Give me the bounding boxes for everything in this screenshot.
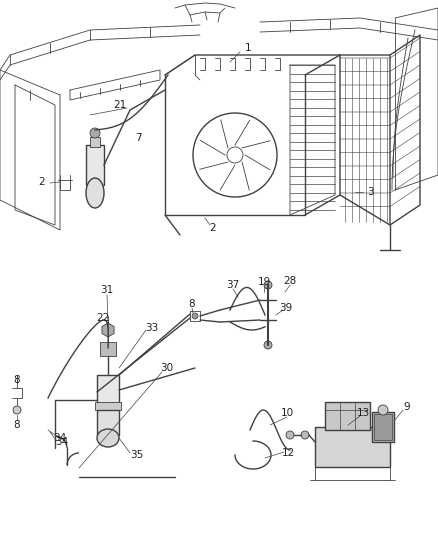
Ellipse shape xyxy=(97,429,119,447)
Text: 1: 1 xyxy=(245,43,251,53)
Text: 10: 10 xyxy=(280,408,293,418)
Circle shape xyxy=(286,431,294,439)
Text: 34: 34 xyxy=(53,433,67,443)
Text: 8: 8 xyxy=(14,420,20,430)
Bar xyxy=(100,342,116,356)
Text: 9: 9 xyxy=(404,402,410,412)
Text: 21: 21 xyxy=(113,100,127,110)
Text: 8: 8 xyxy=(189,299,195,309)
Circle shape xyxy=(264,341,272,349)
Text: 33: 33 xyxy=(145,323,159,333)
Text: 37: 37 xyxy=(226,280,240,290)
Circle shape xyxy=(13,406,21,414)
Bar xyxy=(97,410,119,435)
Text: 28: 28 xyxy=(283,276,297,286)
Bar xyxy=(325,402,370,430)
Circle shape xyxy=(192,313,198,319)
Ellipse shape xyxy=(86,178,104,208)
Text: 39: 39 xyxy=(279,303,293,313)
Bar xyxy=(90,137,100,147)
Text: 35: 35 xyxy=(131,450,144,460)
Circle shape xyxy=(378,405,388,415)
Text: 12: 12 xyxy=(281,448,295,458)
Circle shape xyxy=(264,281,272,289)
Text: 19: 19 xyxy=(258,277,271,287)
Text: 3: 3 xyxy=(367,187,373,197)
Text: 2: 2 xyxy=(210,223,216,233)
Bar xyxy=(315,427,390,467)
Bar xyxy=(374,414,392,440)
Circle shape xyxy=(90,128,100,138)
Circle shape xyxy=(301,431,309,439)
Bar xyxy=(86,145,104,185)
Text: 13: 13 xyxy=(357,408,370,418)
Text: 34: 34 xyxy=(55,437,69,447)
Text: 2: 2 xyxy=(39,177,45,187)
Text: 8: 8 xyxy=(14,375,20,385)
Text: 31: 31 xyxy=(100,285,113,295)
Bar xyxy=(372,412,394,442)
Text: 7: 7 xyxy=(135,133,141,143)
Text: 22: 22 xyxy=(96,313,110,323)
Bar xyxy=(95,402,121,410)
Text: 30: 30 xyxy=(160,363,173,373)
Bar xyxy=(97,375,119,405)
